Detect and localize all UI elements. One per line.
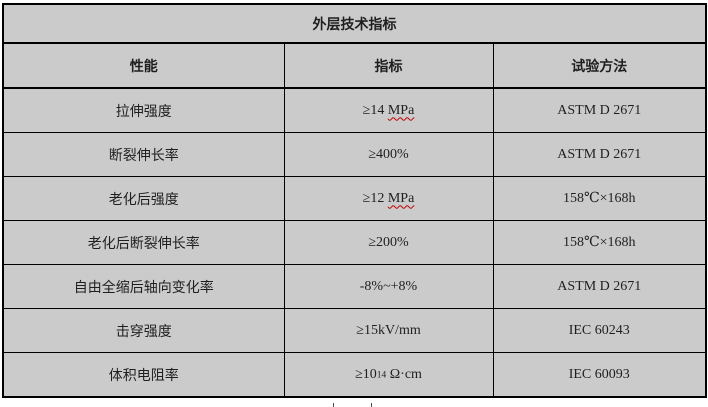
table-row: 老化后断裂伸长率 ≥200% 158℃×168h (2, 220, 707, 265)
indicator-cell: -8%~+8% (283, 264, 494, 309)
table-row: 体积电阻率 ≥1014 Ω·cm IEC 60093 (2, 352, 707, 398)
property-cell: 击穿强度 (2, 308, 285, 353)
test-method-cell: IEC 60093 (492, 352, 707, 398)
test-method-cell: 158℃×168h (492, 220, 707, 265)
indicator-value-segment: -8%~+8% (359, 278, 418, 294)
test-method-cell: ASTM D 2671 (492, 87, 707, 133)
property-cell: 老化后强度 (2, 176, 285, 221)
property-cell: 老化后断裂伸长率 (2, 220, 285, 265)
column-header-test-method: 试验方法 (492, 42, 707, 89)
cropped-element-tick (333, 403, 334, 407)
table-body: 拉伸强度 ≥14 MPa ASTM D 2671 断裂伸长率 ≥400% AST… (2, 87, 707, 398)
test-method-cell: ASTM D 2671 (492, 132, 707, 177)
indicator-value-segment: ≥12 (362, 190, 388, 206)
property-cell: 断裂伸长率 (2, 132, 285, 177)
indicator-value-segment: MPa (387, 190, 415, 206)
table-row: 击穿强度 ≥15kV/mm IEC 60243 (2, 308, 707, 353)
test-method-cell: 158℃×168h (492, 176, 707, 221)
indicator-cell: ≥1014 Ω·cm (283, 352, 494, 398)
column-header-indicator: 指标 (283, 42, 494, 89)
table-row: 拉伸强度 ≥14 MPa ASTM D 2671 (2, 87, 707, 133)
indicator-value-segment: ≥15kV/mm (356, 322, 421, 338)
property-cell: 体积电阻率 (2, 352, 285, 398)
indicator-value-segment: 14 (376, 369, 387, 380)
outer-layer-spec-table: 外层技术指标 性能 指标 试验方法 拉伸强度 ≥14 MPa ASTM D 26… (2, 3, 708, 398)
indicator-value-segment: ≥14 (362, 102, 388, 118)
indicator-cell: ≥200% (283, 220, 494, 265)
indicator-cell: ≥400% (283, 132, 494, 177)
test-method-cell: IEC 60243 (492, 308, 707, 353)
property-cell: 自由全缩后轴向变化率 (2, 264, 285, 309)
indicator-value-segment: ≥400% (368, 146, 409, 162)
indicator-cell: ≥14 MPa (283, 87, 494, 133)
indicator-value-segment: Ω·cm (386, 366, 422, 382)
indicator-value-segment: ≥10 (355, 366, 377, 382)
table-row: 断裂伸长率 ≥400% ASTM D 2671 (2, 132, 707, 177)
cropped-element-tick (371, 403, 372, 407)
indicator-cell: ≥12 MPa (283, 176, 494, 221)
property-cell: 拉伸强度 (2, 87, 285, 133)
table-title-row: 外层技术指标 (2, 3, 707, 44)
table-row: 自由全缩后轴向变化率 -8%~+8% ASTM D 2671 (2, 264, 707, 309)
column-header-property: 性能 (2, 42, 285, 89)
test-method-cell: ASTM D 2671 (492, 264, 707, 309)
table-title: 外层技术指标 (2, 3, 707, 44)
indicator-value-segment: MPa (387, 102, 415, 118)
indicator-value-segment: ≥200% (368, 234, 409, 250)
indicator-cell: ≥15kV/mm (283, 308, 494, 353)
table-row: 老化后强度 ≥12 MPa 158℃×168h (2, 176, 707, 221)
table-header-row: 性能 指标 试验方法 (2, 42, 707, 89)
